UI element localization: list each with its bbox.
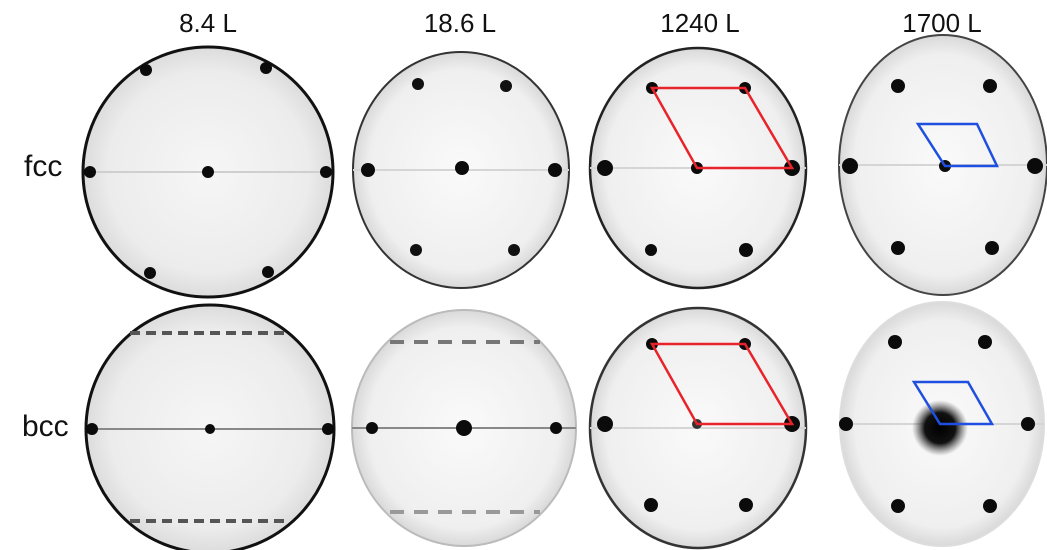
column-label-1240: 1240 L xyxy=(660,8,740,38)
panel-fcc-1240 xyxy=(588,46,808,290)
panel-bcc-8-4 xyxy=(84,303,336,550)
panel-fcc-1700 xyxy=(838,34,1047,296)
row-label-fcc: fcc xyxy=(24,150,63,183)
panel-fcc-18-6 xyxy=(352,51,570,289)
column-label-1700: 1700 L xyxy=(902,8,982,38)
panel-bcc-18-6 xyxy=(351,309,577,547)
panel-bcc-1240 xyxy=(588,306,808,550)
row-label-bcc: bcc xyxy=(22,410,69,443)
panel-fcc-8-4 xyxy=(81,45,335,299)
unit-cell-blue-bcc xyxy=(911,380,995,426)
column-label-8-4: 8.4 L xyxy=(179,8,237,38)
unit-cell-red xyxy=(649,86,795,170)
panel-bcc-1700 xyxy=(839,301,1045,547)
unit-cell-blue xyxy=(915,122,999,168)
unit-cell-red-bcc xyxy=(649,342,795,426)
column-label-18-6: 18.6 L xyxy=(423,8,497,38)
